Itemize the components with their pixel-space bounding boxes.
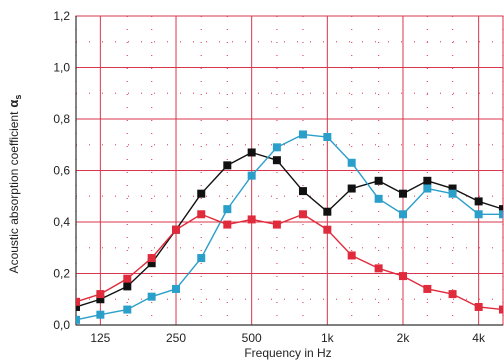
data-point [272,156,281,165]
data-point [499,305,503,314]
data-point [374,176,383,185]
data-point [76,297,80,306]
data-point [398,272,407,281]
y-tick-label: 1,2 [53,9,70,23]
data-point [474,197,483,206]
data-point [123,305,132,314]
data-point [76,302,80,311]
data-point [423,184,432,193]
y-tick-labels: 0,0 0,2 0,4 0,6 0,8 1,0 1,2 [53,9,70,332]
x-tick-label: 250 [166,331,186,345]
data-point [123,282,132,291]
data-point [197,254,206,263]
data-point [197,210,206,219]
y-axis-label-symbol: α [6,100,21,108]
y-tick-label: 0,0 [53,318,70,332]
x-tick-label: 500 [242,331,262,345]
data-point [499,205,503,214]
data-point [223,220,232,229]
series-2 [75,210,504,314]
y-tick-label: 0,2 [53,267,70,281]
y-axis-label: Acoustic absorption coefficient αs [6,95,23,274]
data-point [247,215,256,224]
data-point [223,161,232,170]
data-point [147,254,156,263]
data-point [123,274,132,283]
series-1 [75,130,503,324]
x-tick-label: 125 [90,331,110,345]
data-point [96,310,105,319]
data-point [298,210,307,219]
data-point [448,184,457,193]
data-point [147,259,156,268]
plot-frame [75,15,504,326]
x-tick-labels: 125 250 500 1k 2k 4k [90,331,486,345]
data-point [347,184,356,193]
data-point [323,207,332,216]
data-point [197,189,206,198]
data-point [499,210,503,219]
series-line-1 [75,133,503,321]
data-point [247,171,256,180]
x-tick-label: 2k [397,331,411,345]
data-point [323,225,332,234]
data-point [423,284,432,293]
data-point [398,210,407,219]
data-point [147,292,156,301]
data-point [96,290,105,299]
data-point [298,187,307,196]
data-point [374,264,383,273]
x-tick-label: 1k [321,331,335,345]
y-tick-label: 0,4 [53,215,70,229]
data-point [272,220,281,229]
data-point [272,143,281,152]
data-point [474,210,483,219]
data-point [298,130,307,139]
y-tick-label: 0,8 [53,112,70,126]
y-tick-label: 1,0 [53,61,70,75]
data-point [323,133,332,142]
data-point [398,189,407,198]
data-point [423,176,432,185]
y-axis-label-subscript: s [13,95,23,100]
data-point [374,194,383,203]
y-tick-label: 0,6 [53,164,70,178]
data-point [223,205,232,214]
data-point [247,148,256,157]
series-group [75,130,504,324]
x-axis-label: Frequency in Hz [244,346,331,360]
data-point [96,295,105,304]
grid [76,15,503,326]
data-point [448,290,457,299]
data-point [172,225,181,234]
data-point [347,251,356,260]
data-point [347,158,356,167]
data-point [76,315,80,324]
data-point [474,302,483,311]
data-point [172,284,181,293]
series-line-0 [75,151,504,308]
x-tick-label: 4k [472,331,486,345]
series-0 [75,148,504,311]
data-point [448,189,457,198]
y-axis-label-text: Acoustic absorption coefficient [7,111,21,274]
series-line-2 [75,213,504,311]
